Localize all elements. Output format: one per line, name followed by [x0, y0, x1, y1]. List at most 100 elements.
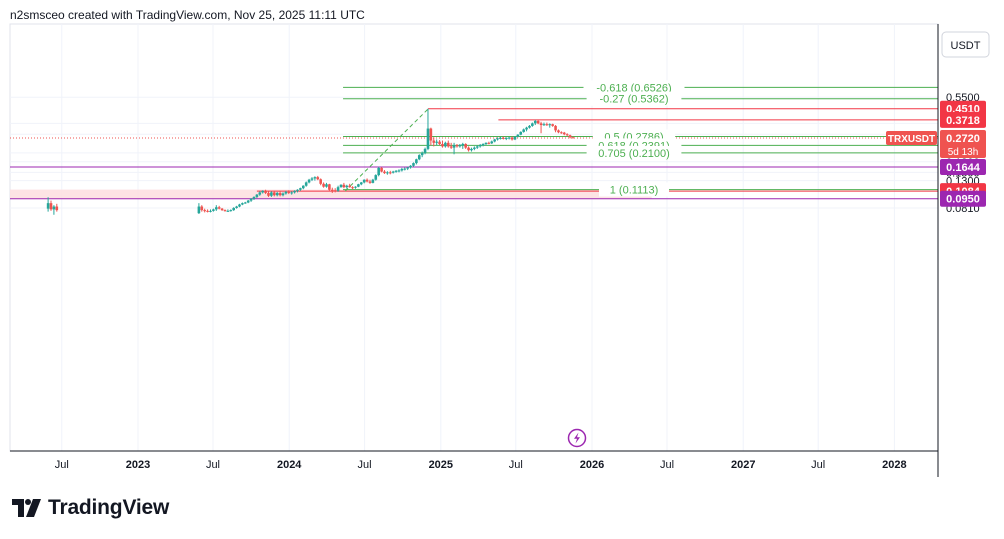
candle-body [545, 124, 549, 126]
currency-button[interactable] [941, 31, 990, 58]
symbol-tag-label: TRXUSDT [888, 134, 935, 145]
candle-body [525, 127, 528, 130]
candle-body [322, 183, 325, 187]
candle-body [359, 182, 363, 185]
candle-body [409, 165, 412, 168]
candle-body [348, 185, 351, 188]
candle [504, 137, 508, 141]
candle [383, 170, 386, 174]
candle [426, 108, 430, 151]
candle [354, 186, 357, 189]
candle-body [319, 179, 322, 184]
fib-level-label: -0.618 (0.6526) [596, 82, 671, 94]
candle [217, 205, 221, 210]
candle [560, 131, 563, 134]
candle [502, 136, 505, 140]
candle-body [243, 202, 247, 204]
candle-body [203, 210, 206, 212]
candle-body [470, 148, 473, 151]
candle [380, 167, 383, 173]
candle-body [504, 137, 508, 139]
candle-body [278, 192, 282, 196]
candle-body [267, 192, 270, 196]
candle-body [217, 207, 221, 209]
demand-zone [10, 189, 652, 199]
candle [473, 146, 476, 151]
candle-body [487, 142, 491, 144]
candle-body [429, 128, 433, 141]
candle-body [458, 145, 462, 147]
candle [470, 147, 473, 152]
candle [278, 190, 282, 197]
fib-label-bg [586, 91, 682, 106]
x-axis-tick-label: 2024 [277, 459, 302, 471]
candle-body [444, 142, 447, 147]
candle-body [560, 132, 563, 134]
candle-body [554, 125, 557, 131]
candle [403, 167, 407, 171]
candle-body [310, 178, 314, 180]
candle [316, 175, 320, 181]
symbol-tag [886, 130, 937, 145]
candle-body [313, 177, 317, 179]
last-price-tag [940, 129, 986, 158]
x-axis-tick-label: Jul [509, 459, 523, 471]
candle [435, 139, 438, 146]
candle-body [475, 146, 479, 148]
candle-body [316, 177, 320, 180]
candle-body [238, 204, 241, 207]
candle [226, 209, 230, 212]
tradingview-logo: TradingView [12, 496, 169, 520]
candle [455, 143, 459, 148]
candle-body [513, 136, 517, 140]
candle-body [307, 179, 311, 183]
candle-body [354, 186, 357, 188]
candle-body [229, 210, 233, 212]
candle [293, 190, 296, 194]
candle-body [426, 128, 430, 149]
candle-body [272, 192, 276, 196]
candle-body [507, 137, 511, 139]
candle-body [467, 147, 470, 151]
candle [223, 209, 227, 212]
candle-body [374, 175, 378, 180]
candle-body [383, 171, 386, 174]
candle-body [223, 210, 227, 212]
candle [348, 183, 351, 188]
candle [394, 170, 398, 173]
candle [400, 167, 404, 172]
candle [554, 125, 557, 133]
candle [342, 182, 346, 189]
x-axis-tick-label: Jul [660, 459, 674, 471]
candle-body [299, 188, 302, 190]
candle-body [438, 141, 441, 144]
candle-body [417, 155, 421, 160]
candle-body [197, 206, 201, 214]
candle-body [249, 198, 253, 201]
candle [339, 184, 343, 188]
candle-body [214, 207, 218, 210]
candle [377, 166, 380, 177]
candle-body [452, 145, 456, 148]
candle-body [420, 152, 424, 156]
candle-body [345, 185, 349, 188]
price-tag [940, 190, 986, 207]
candle [533, 119, 537, 126]
fib-level-label: 1 (0.1113) [610, 185, 659, 197]
candle-body [330, 189, 334, 191]
candle-body [478, 145, 482, 147]
candle [272, 190, 276, 197]
candle [330, 187, 334, 193]
trendline-dashed[interactable] [344, 108, 429, 192]
candle [212, 208, 215, 212]
candle-body [557, 130, 560, 133]
candle-body [415, 159, 418, 164]
candle-body [473, 147, 476, 149]
candle-body [258, 192, 262, 195]
candle [467, 146, 470, 152]
bar-countdown-label: 5d 13h [948, 147, 979, 158]
fib-level-label: -0.27 (0.5362) [599, 94, 668, 106]
candle-body [52, 206, 56, 210]
candle [528, 125, 531, 129]
